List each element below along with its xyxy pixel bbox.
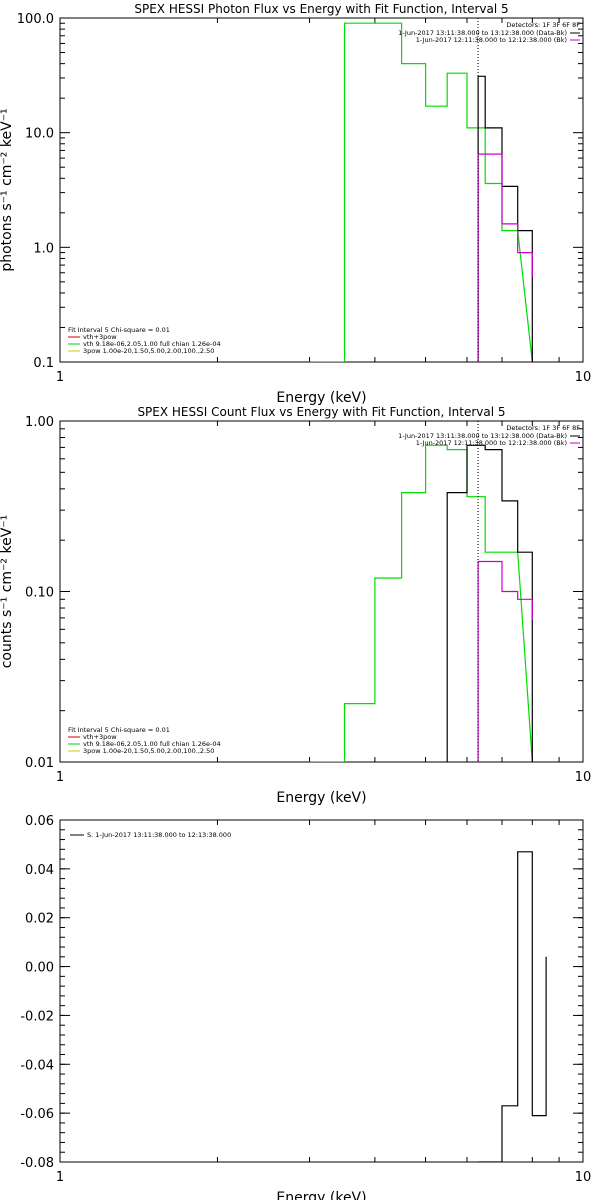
detectors-label: Detectors: 1F 3F 6F 8F	[506, 21, 580, 29]
y-tick-label: 0.02	[25, 912, 54, 927]
y-tick-label: -0.06	[20, 1107, 54, 1122]
y-tick-label: 0.1	[33, 356, 54, 371]
y-axis-label: counts s⁻¹ cm⁻² keV⁻¹	[0, 515, 15, 669]
data-series	[309, 22, 533, 362]
y-tick-label: 1.00	[25, 415, 54, 430]
fit-legend-entry: vth+3pow	[83, 333, 117, 341]
time-range-label: 1-Jun-2017 13:11:38.000 to 13:12:38.000 …	[398, 432, 567, 440]
fit-legend-entry: 3pow 1.00e-20,1.50,5.00,2.00,100.,2.50	[83, 347, 214, 355]
fit-legend-entry: vth 9.18e-06,2.05,1.00 full chian 1.26e-…	[83, 740, 221, 748]
x-tick-label: 1	[56, 1170, 64, 1185]
y-tick-label: -0.08	[20, 1156, 54, 1171]
fit-legend-title: Fit Interval 5 Chi-square = 0.01	[68, 326, 170, 334]
y-tick-label: 0.04	[25, 863, 54, 878]
y-tick-label: 0.00	[25, 961, 54, 976]
chart-panel-1: SPEX HESSI Photon Flux vs Energy with Fi…	[0, 2, 591, 406]
y-tick-label: 10.0	[25, 127, 54, 142]
fit-legend-title: Fit Interval 5 Chi-square = 0.01	[68, 726, 170, 734]
data-series	[446, 444, 533, 762]
data-series	[309, 444, 533, 762]
chart-title: SPEX HESSI Photon Flux vs Energy with Fi…	[134, 2, 508, 16]
data-layer	[309, 22, 533, 362]
x-tick-label: 10	[575, 370, 592, 385]
fit-legend-entry: vth 9.18e-06,2.05,1.00 full chian 1.26e-…	[83, 340, 221, 348]
data-series	[477, 560, 533, 762]
residual-legend-label: S. 1-Jun-2017 13:11:38.000 to 12:13:38.0…	[87, 831, 231, 839]
y-tick-label: 0.06	[25, 814, 54, 829]
x-tick-label: 1	[56, 770, 64, 785]
y-tick-label: 100.0	[17, 12, 54, 27]
data-layer	[309, 444, 533, 762]
time-range-label: 1-Jun-2017 12:11:38.000 to 12:12:38.000 …	[416, 439, 567, 447]
x-axis-label: Energy (keV)	[276, 1190, 366, 1200]
y-tick-label: -0.04	[20, 1058, 54, 1073]
chart-panel-3: -0.08 -0.06 -0.04 -0.02 0.00 0.02 0.04 0.06 1 10 E…	[20, 814, 591, 1200]
data-series	[478, 851, 547, 1162]
plot-frame	[59, 17, 584, 363]
x-tick-label: 1	[56, 370, 64, 385]
time-range-label: 1-Jun-2017 13:11:38.000 to 13:12:38.000 …	[398, 29, 567, 37]
data-series	[477, 75, 533, 362]
fit-legend-entry: 3pow 1.00e-20,1.50,5.00,2.00,100.,2.50	[83, 747, 214, 755]
y-tick-label: -0.02	[20, 1009, 54, 1024]
x-axis-label: Energy (keV)	[276, 790, 366, 806]
x-tick-label: 10	[575, 1170, 592, 1185]
chart-title: SPEX HESSI Count Flux vs Energy with Fit…	[137, 405, 505, 419]
plot-frame	[59, 819, 584, 1163]
y-axis-label: photons s⁻¹ cm⁻² keV⁻¹	[0, 108, 15, 271]
y-tick-label: 0.01	[25, 756, 54, 771]
detectors-label: Detectors: 1F 3F 6F 8F	[506, 424, 580, 432]
data-layer	[478, 851, 547, 1162]
x-tick-label: 10	[575, 770, 592, 785]
fit-legend-entry: vth+3pow	[83, 733, 117, 741]
chart-panel-2: SPEX HESSI Count Flux vs Energy with Fit…	[0, 405, 591, 806]
y-tick-label: 1.0	[33, 241, 54, 256]
x-axis-label: Energy (keV)	[276, 390, 366, 406]
time-range-label: 1-Jun-2017 12:11:38.000 to 12:12:38.000 …	[416, 36, 567, 44]
y-tick-label: 0.10	[25, 586, 54, 601]
data-series	[477, 153, 533, 362]
